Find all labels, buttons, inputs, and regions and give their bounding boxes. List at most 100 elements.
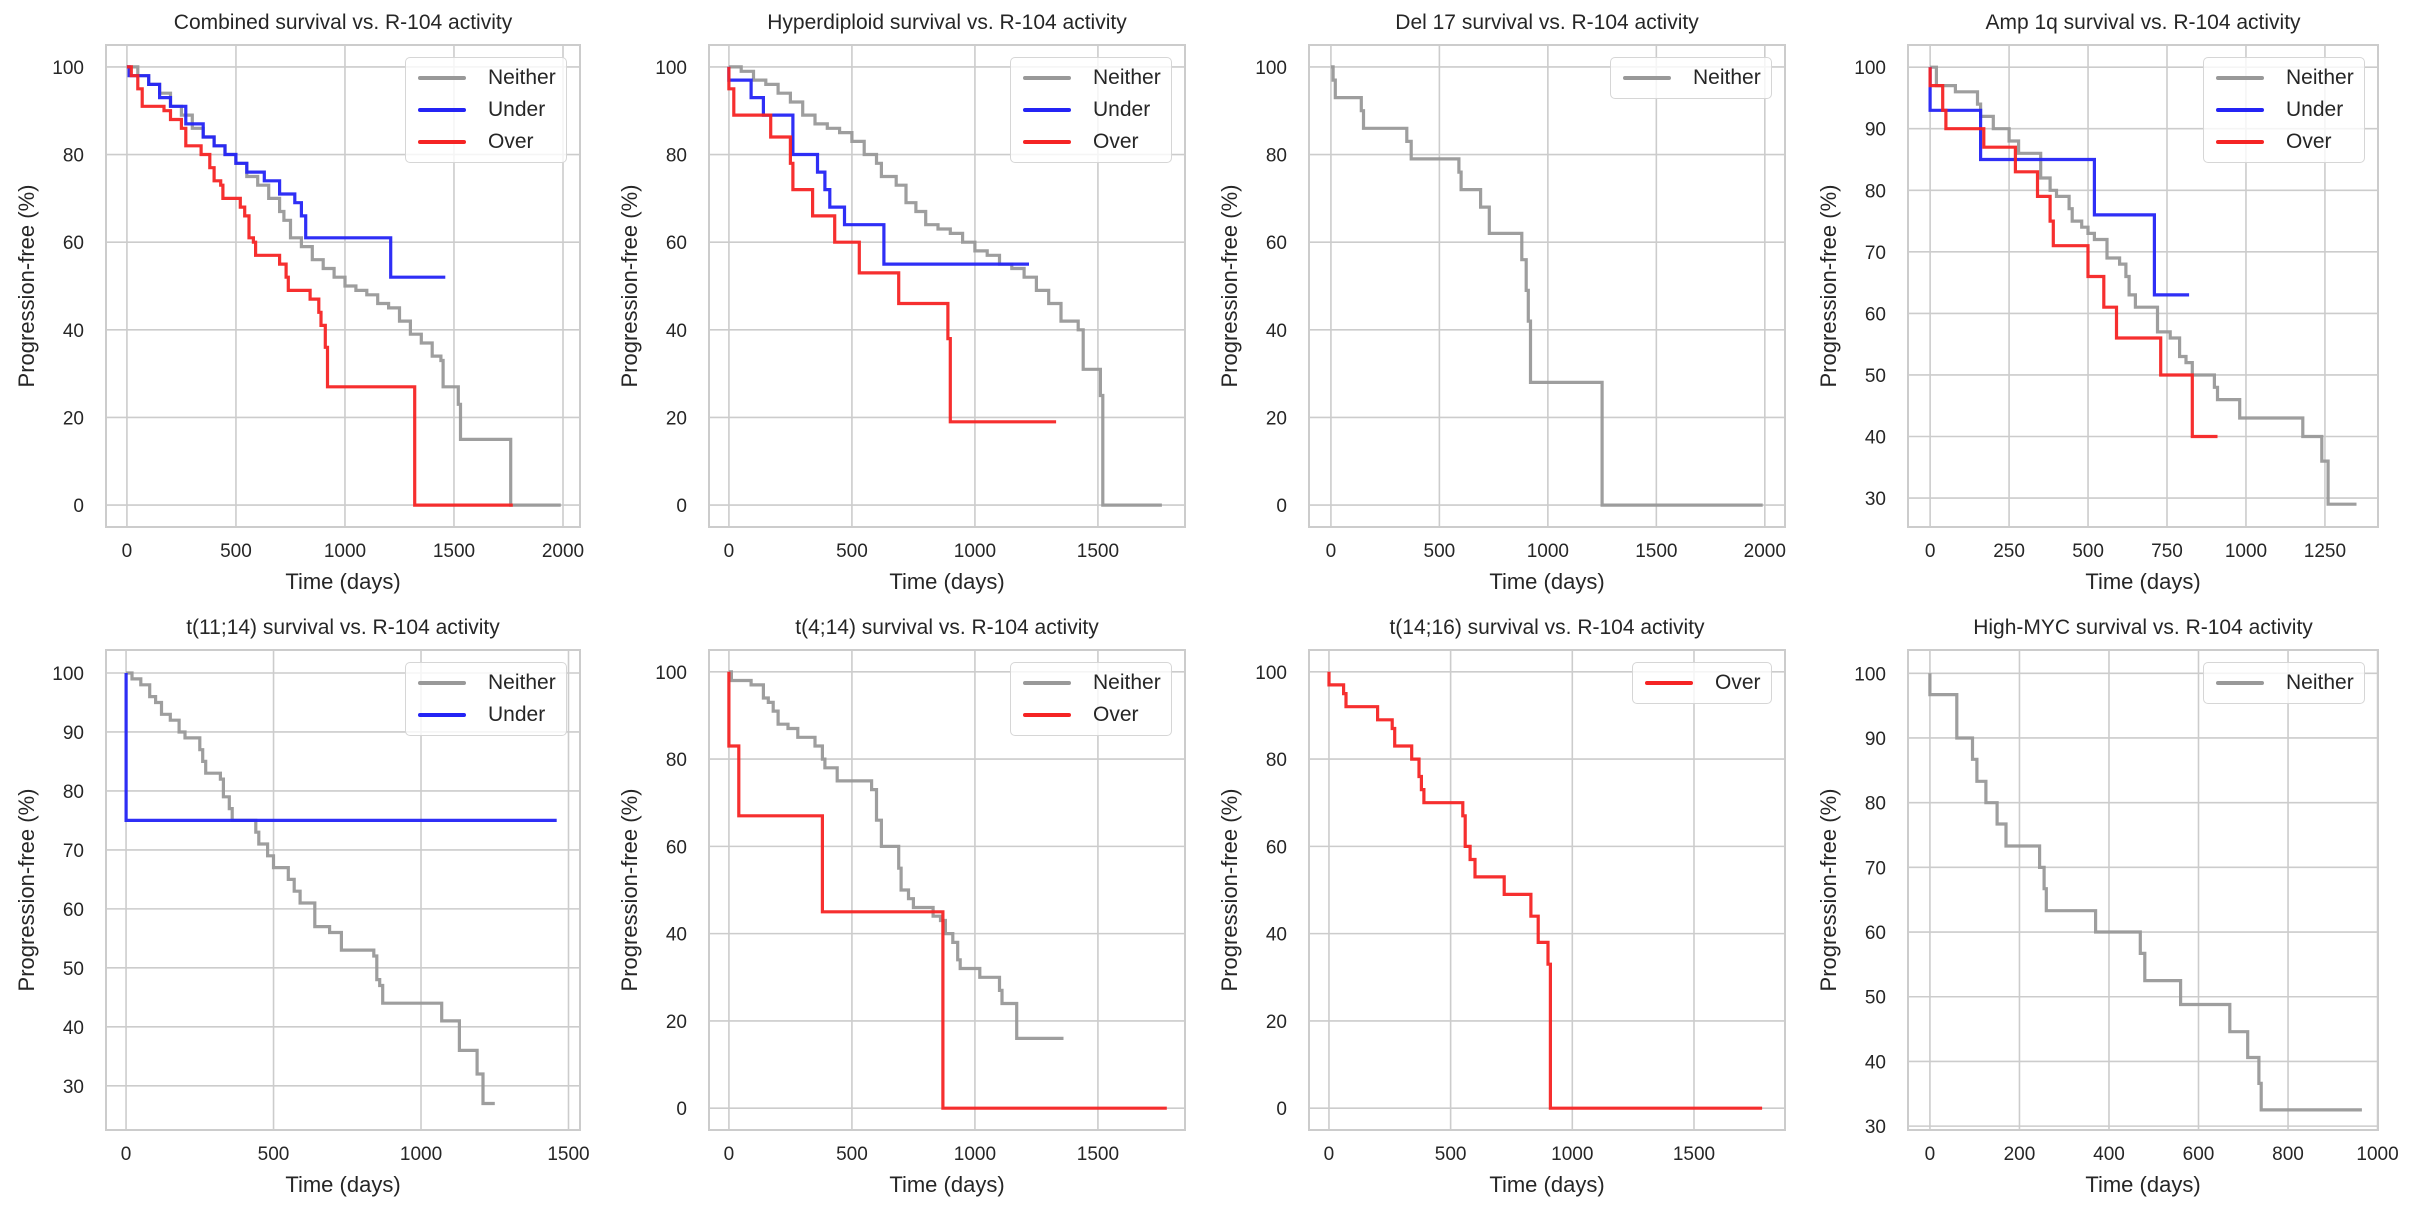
- series-line-neither: [1330, 65, 1763, 507]
- legend-label: Over: [2286, 130, 2332, 153]
- legend: Neither Under Over: [2203, 57, 2365, 163]
- x-tick-label: 2000: [1744, 541, 1786, 562]
- y-tick-label: 100: [1255, 663, 1287, 684]
- x-tick-label: 1000: [954, 1144, 996, 1165]
- y-tick-label: 20: [1266, 408, 1287, 429]
- x-tick-label: 1250: [2304, 541, 2346, 562]
- chart-title: Amp 1q survival vs. R-104 activity: [1985, 11, 2301, 34]
- x-tick-label: 400: [2093, 1144, 2125, 1165]
- chart-title: t(14;16) survival vs. R-104 activity: [1389, 616, 1705, 639]
- y-axis-label: Progression-free (%): [14, 184, 39, 388]
- y-tick-label: 50: [63, 959, 84, 980]
- x-tick-label: 500: [220, 541, 252, 562]
- x-tick-label: 0: [1925, 541, 1936, 562]
- legend-label: Neither: [2286, 671, 2354, 694]
- chart-title: Combined survival vs. R-104 activity: [173, 11, 513, 34]
- x-tick-label: 500: [2072, 541, 2104, 562]
- legend-item: Neither: [2216, 667, 2354, 699]
- legend-label: Neither: [1093, 66, 1161, 89]
- legend-item: Neither: [418, 667, 556, 699]
- y-axis-label: Progression-free (%): [1816, 184, 1841, 388]
- y-tick-label: 20: [63, 408, 84, 429]
- x-tick-label: 800: [2272, 1144, 2304, 1165]
- x-axis-label: Time (days): [2085, 569, 2201, 594]
- series-line-over: [727, 671, 1167, 1110]
- legend-item: Under: [2216, 94, 2354, 126]
- legend-swatch: [1023, 681, 1071, 685]
- legend-label: Neither: [1693, 66, 1761, 89]
- legend-label: Over: [1093, 703, 1139, 726]
- x-tick-label: 0: [1326, 541, 1337, 562]
- y-axis-label: Progression-free (%): [617, 184, 642, 388]
- legend-item: Under: [418, 94, 556, 126]
- legend-item: Under: [418, 699, 556, 731]
- y-tick-label: 80: [666, 750, 687, 771]
- legend: Neither Over: [1010, 662, 1172, 736]
- series-line-under: [1928, 67, 2190, 297]
- axes-frame: [1907, 649, 2379, 1131]
- y-tick-label: 60: [63, 233, 84, 254]
- legend: Neither Under Over: [1010, 57, 1172, 163]
- y-tick-label: 20: [1266, 1012, 1287, 1033]
- legend-swatch: [1023, 76, 1071, 80]
- chart-title: Del 17 survival vs. R-104 activity: [1395, 11, 1699, 34]
- axes-frame: [1308, 44, 1786, 528]
- legend-item: Neither: [1023, 62, 1161, 94]
- x-tick-label: 1000: [324, 541, 366, 562]
- x-tick-label: 750: [2151, 541, 2183, 562]
- y-tick-label: 100: [1255, 58, 1287, 79]
- y-tick-label: 100: [655, 663, 687, 684]
- y-tick-label: 50: [1865, 366, 1886, 387]
- legend-item: Neither: [2216, 62, 2354, 94]
- y-axis-label: Progression-free (%): [617, 788, 642, 992]
- x-tick-label: 0: [122, 541, 133, 562]
- legend-item: Over: [1023, 126, 1161, 158]
- series-line-over: [1327, 671, 1763, 1110]
- y-tick-label: 30: [1865, 1117, 1886, 1138]
- legend-label: Over: [1715, 671, 1761, 694]
- legend-swatch: [2216, 108, 2264, 112]
- series-line-neither: [126, 671, 495, 1106]
- x-tick-label: 1000: [2225, 541, 2267, 562]
- x-axis-label: Time (days): [285, 1172, 401, 1197]
- y-tick-label: 40: [63, 321, 84, 342]
- legend-item: Over: [1023, 699, 1161, 731]
- y-tick-label: 100: [52, 664, 84, 685]
- x-tick-label: 0: [724, 1144, 735, 1165]
- y-tick-label: 80: [1865, 794, 1886, 815]
- x-tick-label: 1500: [433, 541, 475, 562]
- legend-item: Neither: [1623, 62, 1761, 94]
- y-tick-label: 0: [1276, 1099, 1287, 1120]
- chart-title: t(11;14) survival vs. R-104 activity: [186, 616, 500, 639]
- series-line-under: [126, 65, 446, 279]
- y-tick-label: 70: [63, 841, 84, 862]
- y-tick-label: 100: [1854, 58, 1886, 79]
- legend-item: Over: [418, 126, 556, 158]
- x-tick-label: 1000: [954, 541, 996, 562]
- x-tick-label: 1500: [1077, 541, 1119, 562]
- y-tick-label: 60: [1865, 304, 1886, 325]
- legend-label: Neither: [2286, 66, 2354, 89]
- legend-label: Over: [1093, 130, 1139, 153]
- y-tick-label: 50: [1865, 988, 1886, 1009]
- x-tick-label: 200: [2004, 1144, 2036, 1165]
- y-tick-label: 80: [63, 146, 84, 167]
- y-tick-label: 20: [666, 1012, 687, 1033]
- series-line-over: [1928, 67, 2218, 439]
- legend-swatch: [1023, 713, 1071, 717]
- x-tick-label: 500: [836, 1144, 868, 1165]
- series-line-under: [727, 66, 1029, 266]
- legend-swatch: [1645, 681, 1693, 685]
- legend: Neither Under Over: [405, 57, 567, 163]
- legend-swatch: [418, 108, 466, 112]
- x-tick-label: 0: [724, 541, 735, 562]
- y-tick-label: 40: [1865, 1052, 1886, 1073]
- y-tick-label: 40: [666, 925, 687, 946]
- y-tick-label: 40: [666, 321, 687, 342]
- x-tick-label: 1000: [400, 1144, 442, 1165]
